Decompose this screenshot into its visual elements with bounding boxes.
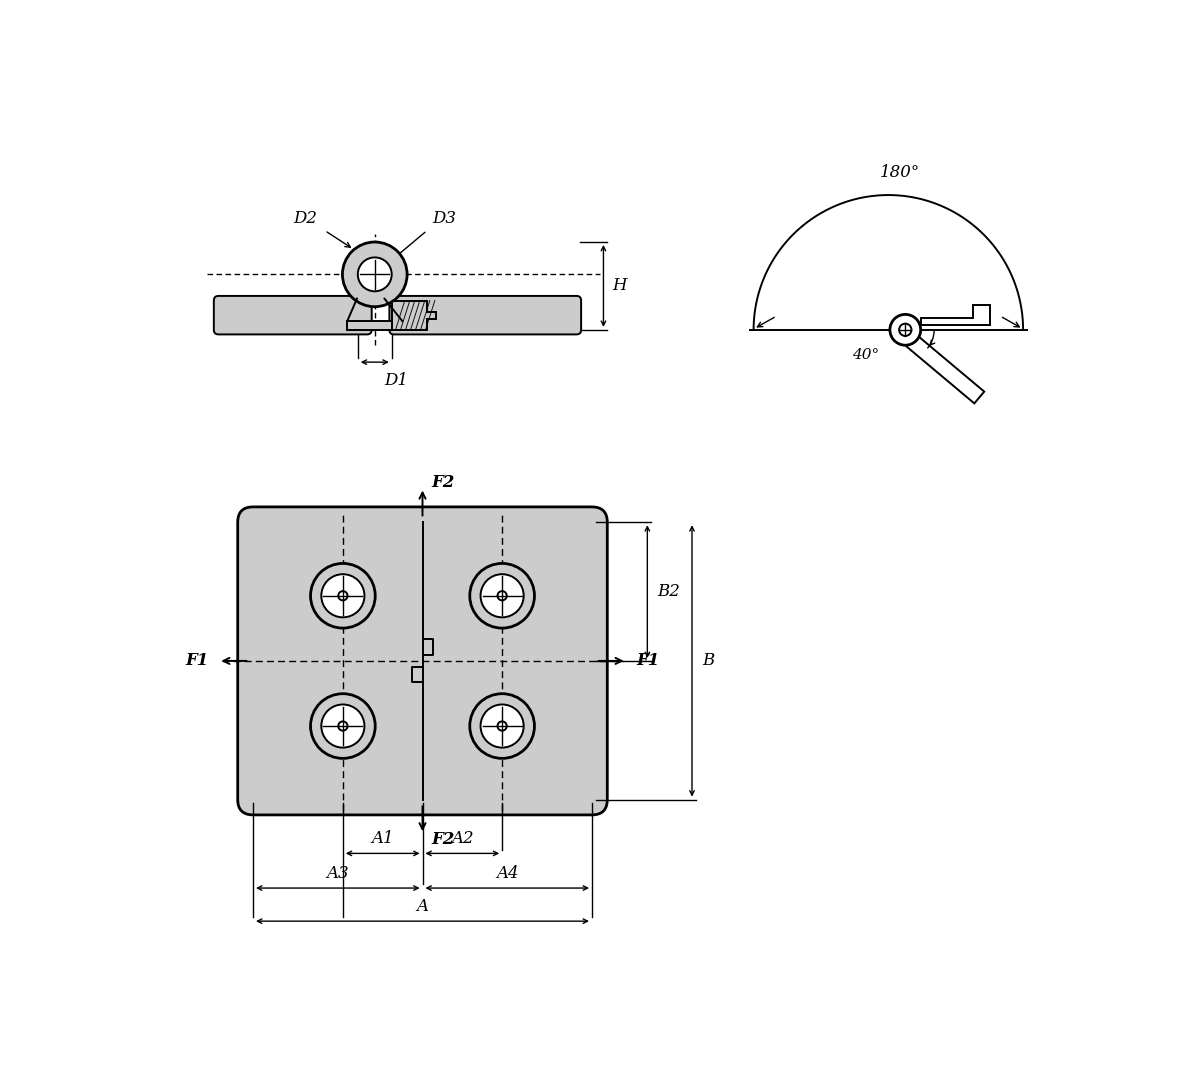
Text: A: A (416, 899, 428, 915)
Text: F2: F2 (432, 474, 455, 490)
Text: B: B (702, 652, 714, 670)
Text: F2: F2 (432, 831, 455, 848)
Polygon shape (391, 300, 437, 329)
Text: D2: D2 (294, 211, 318, 228)
Text: F1: F1 (185, 652, 209, 670)
Polygon shape (906, 335, 984, 404)
Circle shape (480, 575, 523, 618)
FancyBboxPatch shape (214, 296, 372, 335)
FancyBboxPatch shape (389, 296, 581, 335)
Circle shape (322, 704, 365, 747)
Polygon shape (920, 306, 990, 325)
Circle shape (358, 257, 391, 292)
Circle shape (338, 591, 348, 600)
Text: H: H (613, 278, 628, 295)
Text: A4: A4 (496, 865, 518, 882)
Circle shape (311, 693, 376, 758)
Circle shape (311, 564, 376, 629)
FancyBboxPatch shape (238, 507, 607, 815)
Text: D3: D3 (432, 211, 456, 228)
Circle shape (342, 242, 407, 307)
Circle shape (338, 721, 348, 731)
Text: 40°: 40° (852, 348, 878, 362)
Text: A1: A1 (371, 831, 394, 848)
Circle shape (322, 575, 365, 618)
Circle shape (890, 314, 920, 346)
Circle shape (899, 324, 912, 336)
Text: B2: B2 (658, 583, 680, 600)
Text: 180°: 180° (880, 164, 920, 181)
Circle shape (469, 693, 534, 758)
Text: A3: A3 (326, 865, 349, 882)
Circle shape (469, 564, 534, 629)
Text: F1: F1 (636, 652, 660, 670)
Circle shape (498, 721, 506, 731)
Circle shape (498, 591, 506, 600)
Circle shape (480, 704, 523, 747)
Text: A2: A2 (451, 831, 474, 848)
Polygon shape (347, 321, 402, 329)
Text: D1: D1 (384, 373, 408, 389)
